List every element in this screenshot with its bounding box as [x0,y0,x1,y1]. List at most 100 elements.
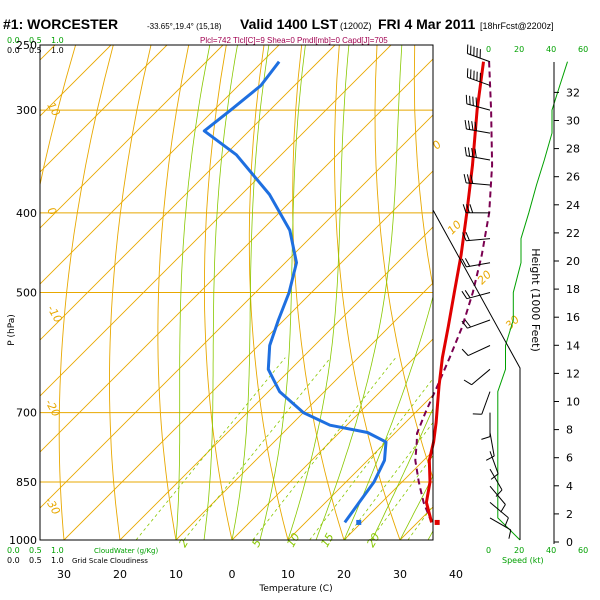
cloud-scale-bottom-0: 0.0 [7,556,20,565]
pressure-tick-label: 250 [16,39,37,52]
wind-barb [466,128,491,134]
dewpoint-trace [202,60,388,524]
height-tick-label: 28 [566,143,580,156]
wind-barb [489,451,499,474]
cloud-scale-bottom-2: 1.0 [51,556,64,565]
y-axis-title: P (hPa) [7,314,17,346]
isotherm-line [40,114,433,509]
temperature-tick-label: 20 [337,568,351,581]
wind-barb-flag [467,120,471,130]
wind-barb-flag [475,97,478,107]
isotherm-line [40,45,336,341]
cloud-scale-bottom-green-2: 1.0 [51,546,64,555]
wind-barb-flag [464,120,467,130]
height-tick-label: 26 [566,171,580,184]
height-tick-label: 10 [566,396,580,409]
height-tick-label: 12 [566,367,580,380]
wind-barb-flag [464,146,467,156]
wind-barb-flag [463,173,467,184]
speed-scale-bottom-0: 0 [486,546,491,555]
wind-barb-flag [467,147,471,157]
wind-barb-flag [463,379,472,386]
temperature-tick-label: 10 [169,568,183,581]
wind-barb [467,345,491,357]
wind-barb-flag [466,174,470,184]
temperature-tick-label: 30 [393,568,407,581]
height-tick-label: 8 [566,424,573,437]
wind-barb-flag [462,204,467,213]
wind-barb [471,368,491,386]
wind-barb-flag [500,504,506,513]
moist-adiabat-line [371,407,433,540]
wind-profile [461,44,568,541]
cloud-scale-top-green-2: 1.0 [51,36,64,45]
mixing-ratio-line [407,504,433,540]
wind-barb [489,501,509,519]
pressure-tick-label: 700 [16,407,37,420]
cloud-scale-bottom: 0.0 0.5 1.0 CloudWater (g/Kg) 0.0 0.5 1.… [7,546,158,565]
wind-barb [489,517,512,531]
height-tick-label: 18 [566,283,580,296]
dry-adiabat-line [334,45,401,540]
height-tick-label: 30 [566,115,580,128]
mixing-ratio-line [252,357,397,540]
moist-adiabat-line [231,45,270,540]
height-tick-label: 16 [566,311,580,324]
wind-barb-flag [464,290,471,299]
wind-barb-flag [466,204,470,213]
wind-barb-flag [495,489,503,497]
wind-barb-flag [470,174,474,184]
isotherm-line [40,58,433,453]
wind-barb-flag [472,96,474,106]
forecast-date: FRI 4 Mar 2011 [378,16,475,32]
utc-time: (1200Z) [340,21,372,31]
moist-adiabat-line [175,45,211,540]
temperature-axis: 30 20 10 0 10 20 30 40 [57,568,463,581]
wind-barb-flag [464,319,471,328]
height-tick-label: 2 [566,508,573,521]
height-tick-label: 6 [566,452,573,465]
profiles [202,60,494,525]
moist-adiabat-line [287,45,350,540]
height-tick-label: 4 [566,480,573,493]
pressure-tick-label: 400 [16,207,37,220]
pressure-tick-label: 500 [16,287,37,300]
height-tick-label: 24 [566,199,580,212]
cloud-scale-top-green-0: 0.0 [7,36,20,45]
pressure-tick-label: 850 [16,476,37,489]
wind-barb [466,262,491,268]
isotherm-line [231,338,433,540]
isotherm-line [119,226,433,540]
moist-adiabat-line [399,475,433,540]
speed-scale-top-3: 60 [578,45,588,54]
wind-barb-flag [481,436,491,440]
cloudwater-label: CloudWater (g/Kg) [94,547,158,555]
isotherm-line [40,45,168,173]
height-tick-label: 0 [566,536,573,549]
wind-panel-outline [432,209,521,540]
surface-dewpoint-marker [356,519,362,525]
wind-barb-flag [461,290,468,299]
cloud-scale-bottom-1: 0.5 [29,556,42,565]
cloudiness-label: Grid Scale Cloudiness [72,557,148,565]
temperature-tick-label: 0 [229,568,236,581]
dry-adiabat-label: 10 [44,100,62,119]
plot-frame [39,44,434,541]
wind-barb [467,53,491,63]
cloud-scale-top-0: 0.0 [7,46,20,55]
surface-temperature-marker [434,519,440,525]
wind-barb [466,182,491,186]
speed-scale-top-1: 20 [514,45,524,54]
moist-adiabat-line [343,295,433,540]
moist-adiabat-line [203,45,238,540]
wind-barb [466,292,491,300]
cloud-scale-top: 0.0 0.5 1.0 0.0 0.5 1.0 [7,36,64,55]
wind-barb-flag [469,204,474,213]
valid-time: Valid 1400 LST [240,16,338,32]
sounding-params: Plcl=742 Tlcl[C]=9 Shea=0 Pmdl[mb]=0 Cap… [200,36,388,45]
height-tick-label: 22 [566,227,580,240]
cloud-scale-bottom-green-0: 0.0 [7,546,20,555]
temperature-tick-label: 30 [57,568,71,581]
